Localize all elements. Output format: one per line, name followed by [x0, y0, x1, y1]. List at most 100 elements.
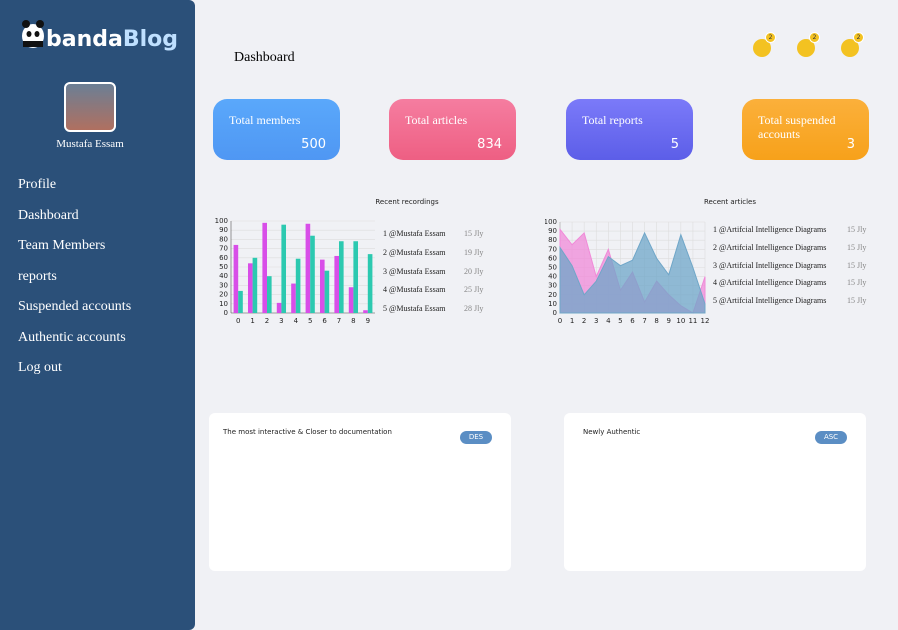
y-tick-label: 10	[548, 300, 557, 308]
x-tick-label: 8	[351, 317, 355, 325]
list-date: 15 Jly	[847, 260, 867, 270]
x-tick-label: 7	[337, 317, 341, 325]
y-tick-label: 70	[219, 245, 228, 253]
icon-button[interactable]	[797, 39, 815, 57]
y-tick-label: 100	[215, 217, 228, 225]
y-tick-label: 30	[219, 281, 228, 289]
x-tick-label: 7	[642, 317, 646, 325]
y-tick-label: 90	[548, 227, 557, 235]
nav-item[interactable]: Suspended accounts	[18, 299, 132, 314]
x-tick-label: 9	[366, 317, 370, 325]
nav-item[interactable]: Profile	[18, 177, 57, 192]
x-tick-label: 11	[688, 317, 697, 325]
list-name: 2 @Mustafa Essam	[383, 247, 446, 257]
stat-label: Total suspended accounts	[758, 113, 836, 141]
panel-title: Newly Authentic	[583, 428, 641, 436]
sort-button[interactable]: ASC	[815, 431, 847, 444]
list-date: 28 Jly	[464, 304, 484, 314]
stat-label: Total reports	[582, 113, 643, 127]
list-date: 15 Jly	[464, 229, 484, 238]
bar	[252, 257, 258, 313]
nav-item[interactable]: Log out	[18, 360, 62, 375]
stat-value: 500	[301, 137, 326, 152]
x-tick-label: 2	[582, 317, 586, 325]
brand-part: Blog	[122, 27, 179, 52]
y-tick-label: 60	[219, 254, 228, 262]
stat-card: Total reports 5	[566, 99, 693, 160]
list-date: 19 Jly	[464, 247, 484, 257]
x-tick-label: 9	[667, 317, 671, 325]
nav-item[interactable]: Authentic accounts	[18, 329, 126, 345]
x-tick-label: 2	[265, 317, 269, 325]
y-tick-label: 50	[219, 263, 228, 271]
y-tick-label: 80	[219, 235, 228, 243]
list-date: 20 Jly	[464, 266, 484, 276]
y-tick-label: 10	[219, 300, 228, 308]
bar	[276, 302, 282, 313]
list-date: 15 Jly	[847, 225, 867, 234]
panel-title: The most interactive & Closer to documen…	[223, 428, 392, 436]
bar	[281, 224, 287, 313]
area	[559, 231, 706, 314]
x-tick-label: 0	[558, 317, 562, 325]
x-tick-label: 4	[606, 317, 611, 325]
y-tick-label: 40	[219, 272, 228, 280]
list-name: 3 @Artifcial Intelligence Diagrams	[713, 260, 827, 270]
y-tick-label: 50	[548, 264, 557, 272]
avatar	[64, 82, 116, 132]
y-tick-label: 40	[548, 273, 557, 281]
y-tick-label: 80	[548, 236, 557, 244]
bar	[324, 270, 330, 313]
badge: 2	[809, 32, 820, 43]
bar	[339, 241, 344, 313]
x-tick-label: 6	[630, 317, 635, 325]
nav-item[interactable]: reports	[18, 268, 57, 284]
authentic-panel: Newly Authentic ASC	[564, 413, 866, 571]
stat-card: Total articles 834	[389, 99, 516, 160]
icon-button[interactable]	[841, 39, 859, 57]
y-tick-label: 60	[548, 254, 557, 262]
x-tick-label: 0	[236, 317, 240, 325]
x-tick-label: 3	[594, 317, 598, 325]
sort-button[interactable]: DES	[460, 431, 492, 444]
x-tick-label: 10	[676, 317, 685, 325]
brand-part: banda	[46, 27, 123, 52]
badge: 2	[853, 32, 864, 43]
x-tick-label: 5	[618, 317, 622, 325]
y-tick-label: 20	[548, 291, 557, 299]
y-tick-label: 90	[219, 226, 228, 234]
list-name: 1 @Artifcial Intelligence Diagrams	[713, 225, 827, 234]
icon-button[interactable]	[753, 39, 771, 57]
y-tick-label: 70	[548, 245, 557, 253]
brand: bandaBlog	[46, 27, 178, 52]
badge: 2	[765, 32, 776, 43]
x-tick-label: 5	[308, 317, 312, 325]
bar	[334, 255, 339, 313]
list-name: 3 @Mustafa Essam	[383, 266, 446, 276]
chart-title: Recent recordings	[375, 198, 439, 206]
bar	[367, 254, 373, 313]
stat-value: 3	[846, 137, 855, 152]
stat-label: Total articles	[405, 113, 468, 127]
bar	[310, 235, 315, 313]
x-tick-label: 4	[294, 317, 299, 325]
y-tick-label: 0	[553, 309, 557, 317]
bar	[295, 258, 301, 313]
list-name: 5 @Artifcial Intelligence Diagrams	[713, 296, 827, 306]
x-tick-label: 3	[279, 317, 283, 325]
bar	[348, 287, 354, 313]
nav-item[interactable]: Team Members	[18, 238, 106, 253]
x-tick-label: 1	[250, 317, 254, 325]
list-date: 15 Jly	[847, 278, 867, 288]
list-name: 4 @Mustafa Essam	[383, 285, 446, 295]
list-name: 4 @Artifcial Intelligence Diagrams	[713, 278, 827, 288]
stat-value: 5	[670, 137, 679, 152]
nav-item[interactable]: Dashboard	[18, 207, 79, 223]
x-tick-label: 8	[654, 317, 658, 325]
stat-card: Total members 500	[213, 99, 340, 160]
chart-title: Recent articles	[703, 198, 757, 206]
sidebar: bandaBlog Mustafa Essam Profile Dashboard…	[0, 0, 195, 630]
